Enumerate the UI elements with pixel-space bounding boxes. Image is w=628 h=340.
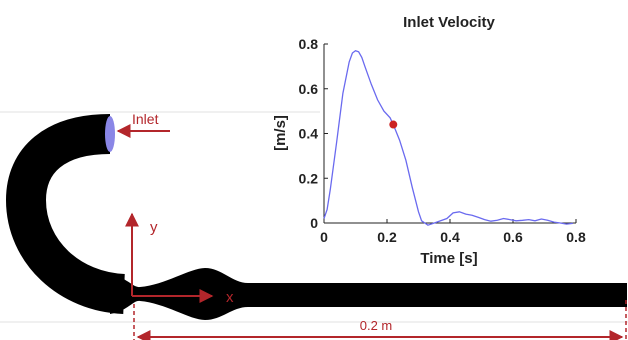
chart-title: Inlet Velocity xyxy=(403,14,495,31)
current-time-marker xyxy=(389,120,398,129)
chart-x-tick-label: 0.2 xyxy=(377,229,397,245)
chart-axes: 0 0.2 0.4 0.6 0.8 0 0.2 0.4 0.6 0.8 xyxy=(299,36,586,245)
x-axis-label: x xyxy=(226,289,234,306)
chart-y-tick-label: 0 xyxy=(310,215,318,231)
inlet-velocity-chart: Inlet Velocity [m/s] Time [s] 0 0.2 0.4 0.6… xyxy=(272,14,586,267)
chart-y-tick-label: 0.4 xyxy=(299,126,319,142)
vessel-bulge xyxy=(110,268,248,320)
chart-x-tick-label: 0.4 xyxy=(440,229,460,245)
chart-x-tick-label: 0 xyxy=(320,229,328,245)
chart-y-tick-label: 0.2 xyxy=(299,170,319,186)
y-axis-label: y xyxy=(150,219,158,236)
chart-x-tick-label: 0.8 xyxy=(566,229,586,245)
inlet-label: Inlet xyxy=(132,111,159,127)
chart-y-tick-label: 0.8 xyxy=(299,36,319,52)
inlet-face xyxy=(105,116,115,152)
velocity-series-line xyxy=(323,49,573,226)
vessel-inlet-arc xyxy=(5,114,126,314)
chart-xlabel: Time [s] xyxy=(420,250,477,267)
length-label: 0.2 m xyxy=(360,318,393,333)
vessel-straight-tube xyxy=(238,283,627,307)
chart-ylabel: [m/s] xyxy=(272,115,289,151)
chart-x-tick-label: 0.6 xyxy=(503,229,523,245)
chart-y-tick-label: 0.6 xyxy=(299,81,319,97)
chart-background xyxy=(324,44,576,223)
